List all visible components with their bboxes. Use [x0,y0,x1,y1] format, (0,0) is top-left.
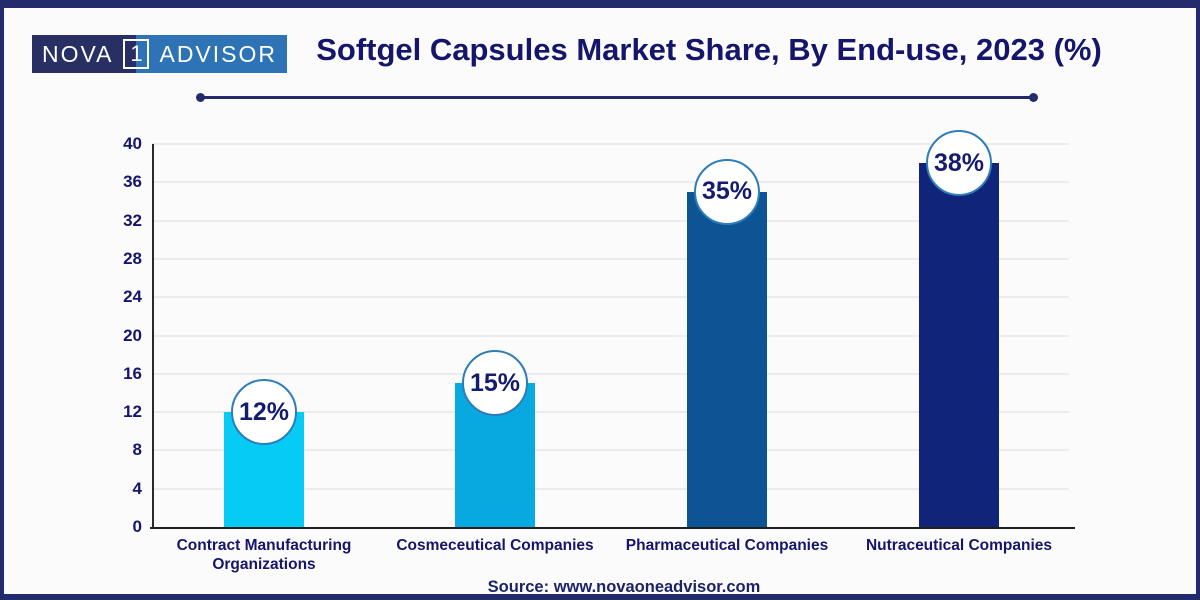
logo-nova-text: NOVA [42,40,114,67]
x-axis-category-label-0: Contract Manufacturing Organizations [176,537,352,573]
gridline-32 [152,219,1069,222]
logo-one-box: 1 [119,35,154,73]
y-axis-tick-label-4: 4 [132,478,142,498]
x-axis-category-label-2: Pharmaceutical Companies [625,537,829,554]
bar-2 [687,191,767,527]
gridline-8 [152,449,1069,452]
chart-title: Softgel Capsules Market Share, By End-us… [316,32,1102,67]
x-axis-category-label-1: Cosmeceutical Companies [396,537,594,554]
gridline-12 [152,411,1069,414]
y-axis-tick-label-40: 40 [123,134,142,153]
x-axis-line [150,527,1075,529]
gridline-16 [152,372,1069,375]
y-axis-tick-label-8: 8 [132,440,142,460]
y-axis-tick-label-24: 24 [123,287,142,307]
y-axis-tick-label-20: 20 [123,325,142,345]
y-axis-tick-label-12: 12 [123,402,142,422]
y-axis-tick-label-0: 0 [132,517,142,536]
bar-value-bubble-2: 35% [694,158,760,225]
x-axis-category-label-3: Nutraceutical Companies [865,537,1053,554]
logo-advisor-segment: ADVISOR [153,35,288,73]
gridline-20 [152,334,1069,337]
logo-one-text: 1 [130,41,143,66]
gridline-40 [152,143,1069,145]
y-axis-tick-label-32: 32 [123,210,142,230]
y-axis-tick-label-28: 28 [123,248,142,268]
bar-value-bubble-0: 12% [231,379,297,446]
gridline-36 [152,181,1069,184]
y-axis-tick-label-36: 36 [123,172,142,192]
bar-value-bubble-3: 38% [926,130,992,197]
bar-value-bubble-1: 15% [462,350,528,417]
divider-right-dot-icon [1029,93,1038,102]
gridline-28 [152,257,1069,260]
nova-one-advisor-logo: NOVA 1 ADVISOR [32,35,288,73]
bar-3 [919,163,999,527]
logo-advisor-text: ADVISOR [159,40,278,67]
gridline-24 [152,296,1069,299]
gridline-4 [152,487,1069,490]
divider-left-dot-icon [196,93,205,102]
y-axis-line [152,144,154,527]
title-divider-line [196,93,1038,102]
logo-one-box-border [123,39,150,69]
y-axis-tick-label-16: 16 [123,363,142,383]
source-text: Source: www.novaoneadvisor.com [487,578,761,596]
logo-nova-segment: NOVA [32,35,120,73]
